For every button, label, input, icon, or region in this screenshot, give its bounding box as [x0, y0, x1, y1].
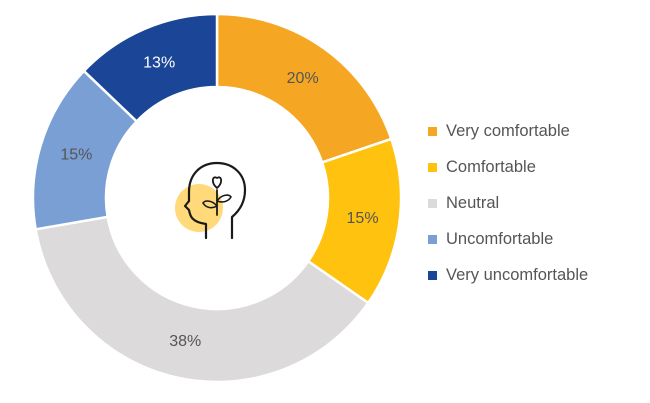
legend-item-neutral: Neutral	[428, 185, 588, 221]
slice-neutral	[34, 215, 370, 384]
legend-label: Uncomfortable	[446, 229, 554, 248]
legend-swatch	[428, 162, 437, 172]
legend-swatch	[428, 126, 437, 136]
slice-very-uncomfortable	[82, 12, 219, 123]
donut-chart: 20% 15% 38% 15% 13%	[31, 12, 403, 384]
legend-label: Comfortable	[446, 157, 536, 176]
legend-item-uncomfortable: Uncomfortable	[428, 221, 588, 257]
slice-label-very-uncomfortable: 13%	[143, 54, 175, 71]
legend-label: Neutral	[446, 193, 500, 212]
legend-item-comfortable: Comfortable	[428, 149, 588, 185]
legend: Very comfortable Comfortable Neutral Unc…	[428, 113, 588, 293]
slice-label-comfortable: 15%	[347, 210, 379, 227]
legend-label: Very uncomfortable	[446, 265, 589, 284]
legend-swatch	[428, 234, 437, 244]
legend-item-very-uncomfortable: Very uncomfortable	[428, 257, 588, 293]
legend-swatch	[428, 270, 437, 280]
head-with-heart-and-sprout-icon	[175, 161, 247, 240]
slice-label-uncomfortable: 15%	[60, 147, 92, 164]
legend-item-very-comfortable: Very comfortable	[428, 113, 588, 149]
legend-swatch	[428, 198, 437, 208]
legend-label: Very comfortable	[446, 121, 570, 140]
slice-very-comfortable	[215, 12, 393, 164]
slice-label-neutral: 38%	[169, 333, 201, 350]
slice-label-very-comfortable: 20%	[287, 70, 319, 87]
